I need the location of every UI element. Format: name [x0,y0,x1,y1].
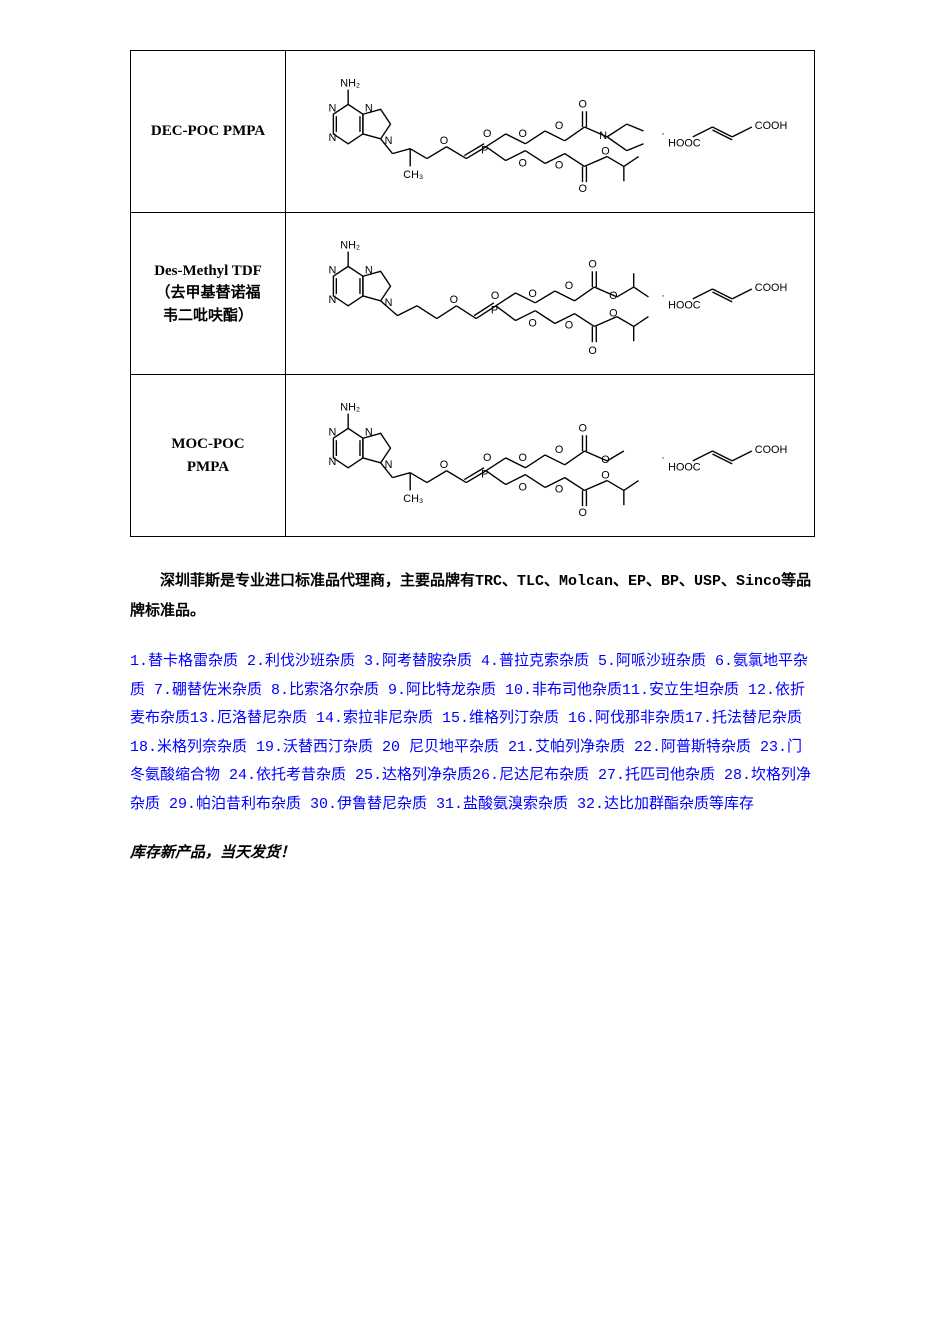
svg-text:O: O [518,157,526,169]
svg-text:N: N [328,264,336,276]
salt-dot: · [661,128,665,140]
svg-text:O: O [565,319,573,331]
svg-text:N: N [365,102,373,114]
svg-text:N: N [328,132,336,144]
table-row: MOC-POC PMPA [131,375,815,537]
compound-name-cell: Des-Methyl TDF （去甲基替诺福 韦二吡呋酯） [131,213,286,375]
ch3-label: CH₃ [403,169,423,181]
svg-text:O: O [555,159,563,171]
svg-text:NH₂: NH₂ [340,240,360,252]
cooh-label: COOH [755,444,788,456]
compound-name: DEC-POC PMPA [151,123,265,139]
svg-text:O: O [601,146,609,158]
svg-text:O: O [518,481,526,493]
svg-text:P: P [491,305,498,317]
cooh-label: COOH [755,282,788,294]
svg-text:O: O [528,317,536,329]
chemical-structure-icon: NH₂ N N N N CH₃ O O P O O N O O O O O · HOOC… [294,59,806,199]
stock-announcement: 库存新产品，当天发货！ [130,841,815,862]
svg-text:NH₂: NH₂ [340,402,360,414]
intro-brands: TRC、TLC、Molcan、EP、BP、USP、Sinco [475,573,781,590]
hooc-label: HOOC [668,300,701,312]
svg-text:O: O [483,128,491,140]
svg-text:O: O [483,452,491,464]
svg-text:O: O [450,294,458,306]
structure-cell: NH₂ NN NN O OP OOO O OOO O · HOOC COOH [286,213,815,375]
svg-text:N: N [385,297,393,309]
nh2-label: NH₂ [340,78,360,90]
svg-text:O: O [440,459,448,471]
intro-prefix: 深圳菲斯是专业进口标准品代理商，主要品牌有 [160,573,475,590]
compound-name-line: （去甲基替诺福 [155,285,260,301]
impurity-list: 1.替卡格雷杂质 2.利伐沙班杂质 3.阿考替胺杂质 4.普拉克索杂质 5.阿哌… [130,648,815,819]
ch3-label: CH₃ [403,493,423,505]
salt-dot: · [661,290,665,302]
svg-text:N: N [365,264,373,276]
svg-text:P: P [481,145,488,157]
svg-text:O: O [555,120,563,132]
svg-text:O: O [579,98,587,110]
salt-dot: · [661,452,665,464]
svg-text:O: O [579,422,587,434]
svg-text:O: O [588,258,596,270]
svg-text:O: O [565,280,573,292]
svg-text:N: N [599,130,607,142]
compound-name-line: Des-Methyl TDF [154,263,262,279]
compound-name-line: MOC-POC [171,436,244,452]
svg-text:N: N [385,459,393,471]
svg-text:O: O [518,452,526,464]
svg-text:N: N [385,135,393,147]
chemical-structure-icon: NH₂ NN NN CH₃ O OP OOO O OOO O · HOOC CO… [294,383,806,523]
svg-text:O: O [518,128,526,140]
svg-text:O: O [491,290,499,302]
svg-text:O: O [528,288,536,300]
svg-text:O: O [555,444,563,456]
table-row: Des-Methyl TDF （去甲基替诺福 韦二吡呋酯） [131,213,815,375]
compound-name-line: PMPA [187,459,229,475]
svg-text:O: O [555,483,563,495]
structure-cell: NH₂ N N N N CH₃ O O P O O N O O O O O · HOOC… [286,51,815,213]
svg-text:O: O [609,308,617,320]
svg-text:N: N [365,426,373,438]
svg-text:O: O [579,183,587,195]
hooc-label: HOOC [668,462,701,474]
compound-name-cell: DEC-POC PMPA [131,51,286,213]
svg-text:O: O [601,454,609,466]
compound-name-line: 韦二吡呋酯） [163,308,253,324]
structure-cell: NH₂ NN NN CH₃ O OP OOO O OOO O · HOOC CO… [286,375,815,537]
svg-text:N: N [328,426,336,438]
hooc-label: HOOC [668,138,701,150]
chemical-structure-icon: NH₂ NN NN O OP OOO O OOO O · HOOC COOH [294,221,806,361]
svg-text:N: N [328,102,336,114]
cooh-label: COOH [755,120,788,132]
svg-text:N: N [328,456,336,468]
svg-text:P: P [481,469,488,481]
compound-table: DEC-POC PMPA [130,50,815,537]
svg-text:O: O [440,135,448,147]
svg-text:O: O [609,290,617,302]
svg-text:O: O [588,345,596,357]
svg-text:O: O [601,470,609,482]
table-row: DEC-POC PMPA [131,51,815,213]
compound-name-cell: MOC-POC PMPA [131,375,286,537]
svg-text:N: N [328,294,336,306]
svg-text:O: O [579,507,587,519]
intro-paragraph: 深圳菲斯是专业进口标准品代理商，主要品牌有TRC、TLC、Molcan、EP、B… [130,567,815,626]
